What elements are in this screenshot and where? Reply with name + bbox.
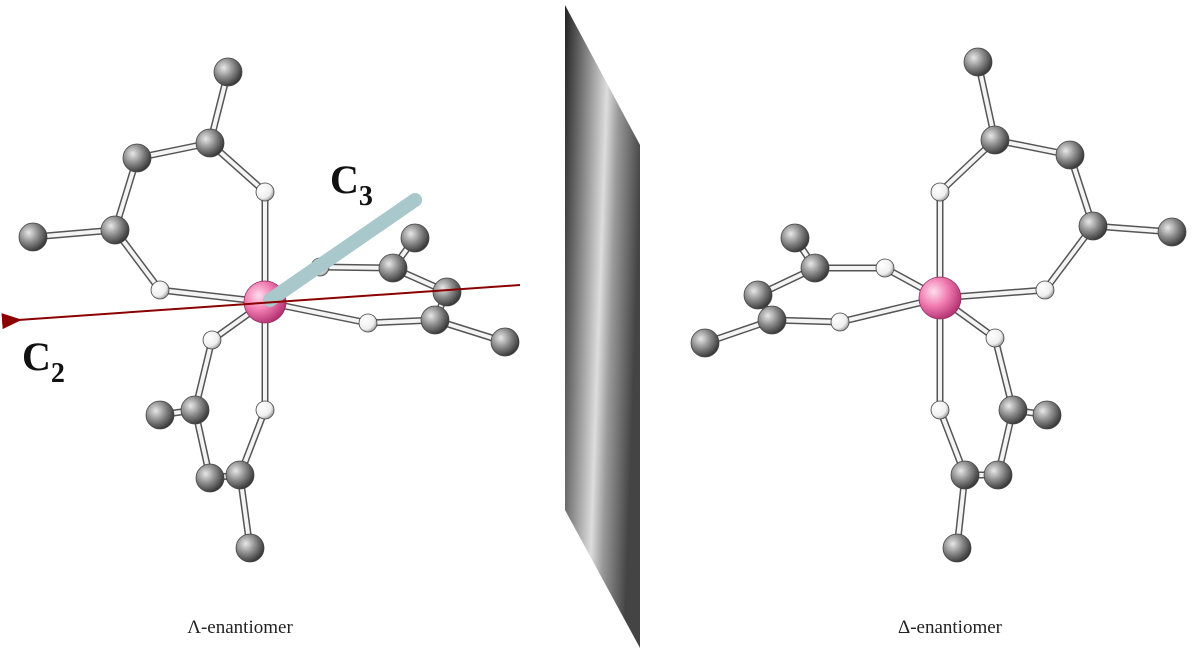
carbon-atom [196, 129, 224, 157]
carbon-atom [214, 58, 242, 86]
carbon-atom [181, 396, 209, 424]
carbon-atom [433, 278, 461, 306]
oxygen-atom [1036, 281, 1054, 299]
caption: Λ-enantiomer [187, 617, 293, 638]
c3-subscript: 3 [359, 181, 373, 212]
oxygen-atom [151, 281, 169, 299]
carbon-atom [101, 216, 129, 244]
oxygen-atom [256, 401, 274, 419]
carbon-atom [1033, 401, 1061, 429]
carbon-atom [964, 48, 992, 76]
carbon-atom [781, 224, 809, 252]
caption: Δ-enantiomer [898, 617, 1003, 638]
carbon-atom [491, 328, 519, 356]
oxygen-atom [876, 259, 894, 277]
carbon-atom [379, 254, 407, 282]
carbon-atom [1158, 218, 1186, 246]
c2-subscript: 2 [51, 358, 65, 389]
oxygen-atom [931, 401, 949, 419]
carbon-atom [123, 144, 151, 172]
oxygen-atom [203, 331, 221, 349]
metal-atom [919, 277, 961, 319]
page: C3 C2 Λ-enantiomer Δ-enantiomer (() => {… [0, 0, 1194, 651]
mirror-plane [565, 5, 640, 648]
carbon-atom [1079, 212, 1107, 240]
carbon-atom [236, 534, 264, 562]
c3-symbol: C [330, 157, 359, 202]
oxygen-atom [359, 314, 377, 332]
oxygen-atom [831, 313, 849, 331]
carbon-atom [691, 329, 719, 357]
oxygen-atom [256, 183, 274, 201]
carbon-atom [226, 461, 254, 489]
c3-axis [270, 200, 415, 300]
carbon-atom [801, 254, 829, 282]
oxygen-atom [931, 183, 949, 201]
carbon-atom [421, 306, 449, 334]
carbon-atom [999, 396, 1027, 424]
carbon-atom [196, 464, 224, 492]
diagram: C3 C2 Λ-enantiomer Δ-enantiomer [0, 0, 1194, 651]
carbon-atom [943, 534, 971, 562]
carbon-atom [758, 306, 786, 334]
c2-symbol: C [22, 334, 51, 379]
carbon-atom [1056, 141, 1084, 169]
carbon-atom [744, 281, 772, 309]
oxygen-atom [986, 329, 1004, 347]
carbon-atom [146, 401, 174, 429]
carbon-atom [981, 126, 1009, 154]
carbon-atom [19, 223, 47, 251]
c3-label: C3 [330, 157, 373, 212]
carbon-atom [951, 461, 979, 489]
c2-label: C2 [22, 334, 65, 389]
carbon-atom [984, 461, 1012, 489]
carbon-atom [401, 224, 429, 252]
